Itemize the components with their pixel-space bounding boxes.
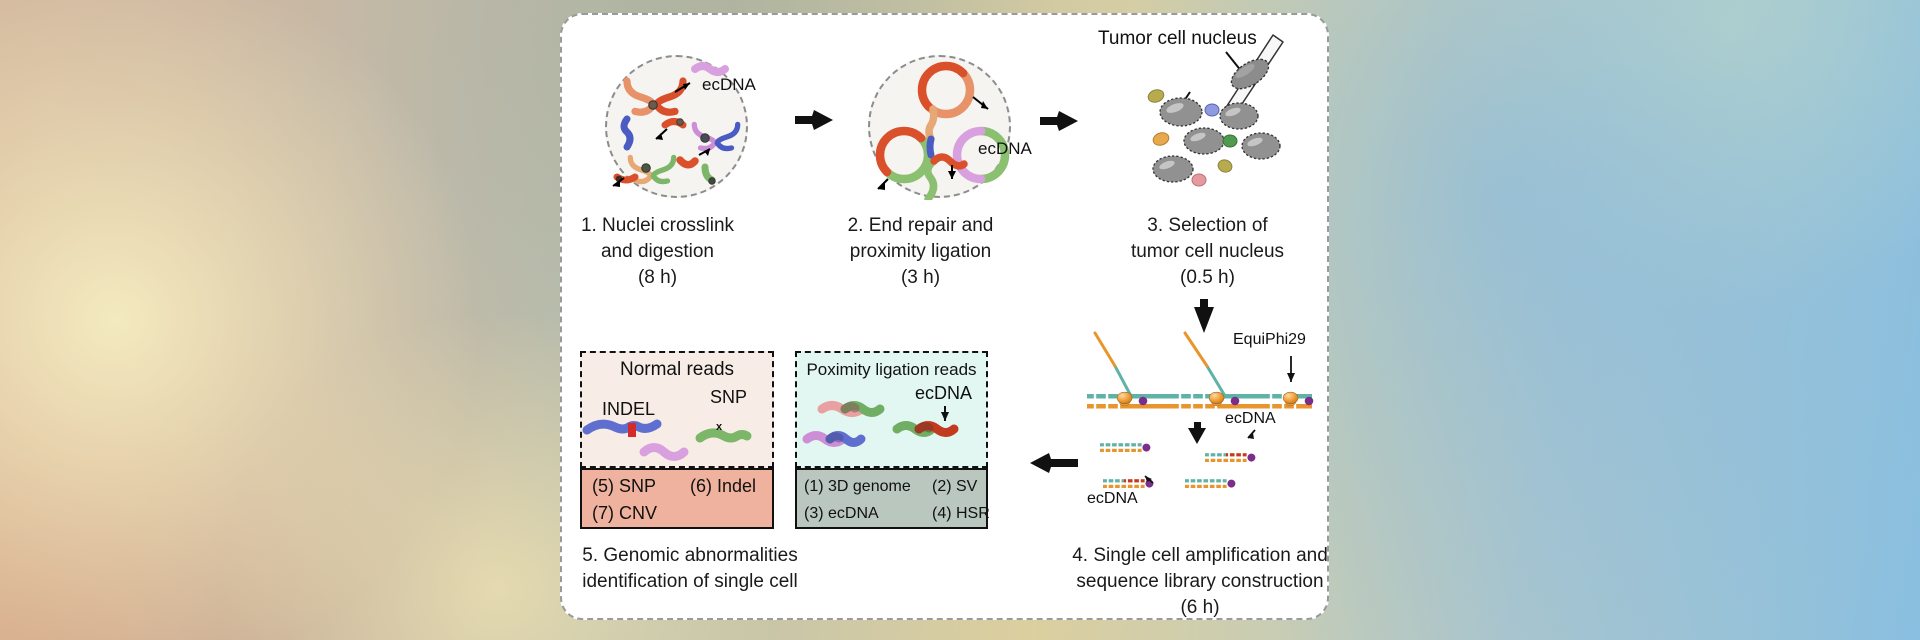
svg-text:x: x (716, 421, 723, 433)
